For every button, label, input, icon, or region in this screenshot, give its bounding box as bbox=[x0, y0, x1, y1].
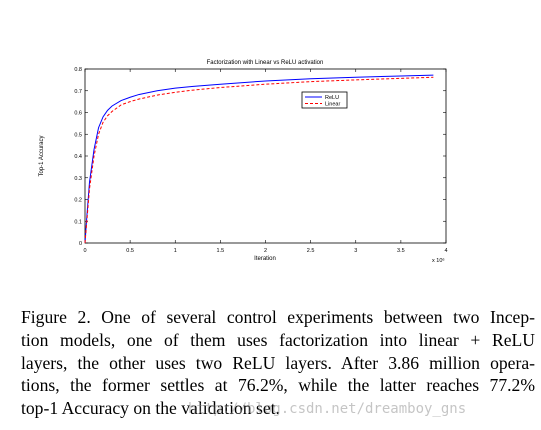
y-tick-label: 0.3 bbox=[74, 176, 82, 182]
y-tick-label: 0.2 bbox=[74, 198, 82, 204]
legend-box bbox=[301, 91, 348, 109]
caption-line: tions, the former settles at 76.2%, whil… bbox=[21, 375, 535, 396]
x-tick-label: 0 bbox=[83, 248, 86, 254]
caption-line: top-1 Accuracy on the validation set. bbox=[21, 398, 280, 419]
chart-title: Factorization with Linear vs ReLU activa… bbox=[207, 60, 324, 66]
x-tick-label: 1.5 bbox=[217, 248, 225, 254]
figure-caption: Figure 2. One of several control experim… bbox=[21, 306, 535, 420]
x-tick-label: 2 bbox=[264, 248, 267, 254]
series-lines bbox=[84, 74, 434, 244]
caption-line: layers, the other uses two ReLU layers. … bbox=[21, 352, 535, 373]
legend: ReLU Linear bbox=[301, 91, 348, 109]
y-tick-label: 0.8 bbox=[74, 67, 82, 73]
x-axis-label: Iteration bbox=[254, 256, 276, 262]
axis-ticks: 0 0.5 1 1.5 2 2.5 3 3.5 4 0 0.1 0.2 0.3 0.4 0.5 0.6 0.7 0… bbox=[74, 67, 447, 254]
caption-line: Figure 2. One of several control experim… bbox=[21, 307, 535, 327]
x-tick-label: 4 bbox=[444, 248, 447, 254]
accuracy-line-chart: Factorization with Linear vs ReLU activa… bbox=[39, 60, 448, 264]
y-tick-label: 0.7 bbox=[74, 89, 82, 95]
x-axis-multiplier: x 10⁶ bbox=[432, 257, 445, 264]
y-tick-label: 0.5 bbox=[74, 132, 82, 138]
y-tick-label: 0 bbox=[79, 241, 82, 247]
y-tick-label: 0.4 bbox=[74, 154, 82, 160]
x-tick-label: 1 bbox=[174, 248, 177, 254]
legend-label-relu: ReLU bbox=[325, 95, 339, 101]
y-tick-label: 0.6 bbox=[74, 111, 82, 117]
x-tick-label: 2.5 bbox=[307, 248, 315, 254]
x-tick-label: 0.5 bbox=[126, 248, 134, 254]
x-tick-label: 3 bbox=[354, 248, 357, 254]
series-line-relu bbox=[84, 74, 434, 244]
y-axis-label: Top-1 Accuracy bbox=[39, 135, 45, 176]
y-tick-label: 0.1 bbox=[74, 219, 82, 225]
legend-label-linear: Linear bbox=[325, 102, 340, 108]
caption-line: tion models, one of them uses factorizat… bbox=[21, 329, 535, 350]
plot-area-frame bbox=[84, 68, 447, 244]
watermark: http://blog.csdn.net/dreamboy_gns bbox=[188, 401, 467, 417]
x-tick-label: 3.5 bbox=[397, 248, 405, 254]
series-line-linear bbox=[84, 76, 434, 244]
